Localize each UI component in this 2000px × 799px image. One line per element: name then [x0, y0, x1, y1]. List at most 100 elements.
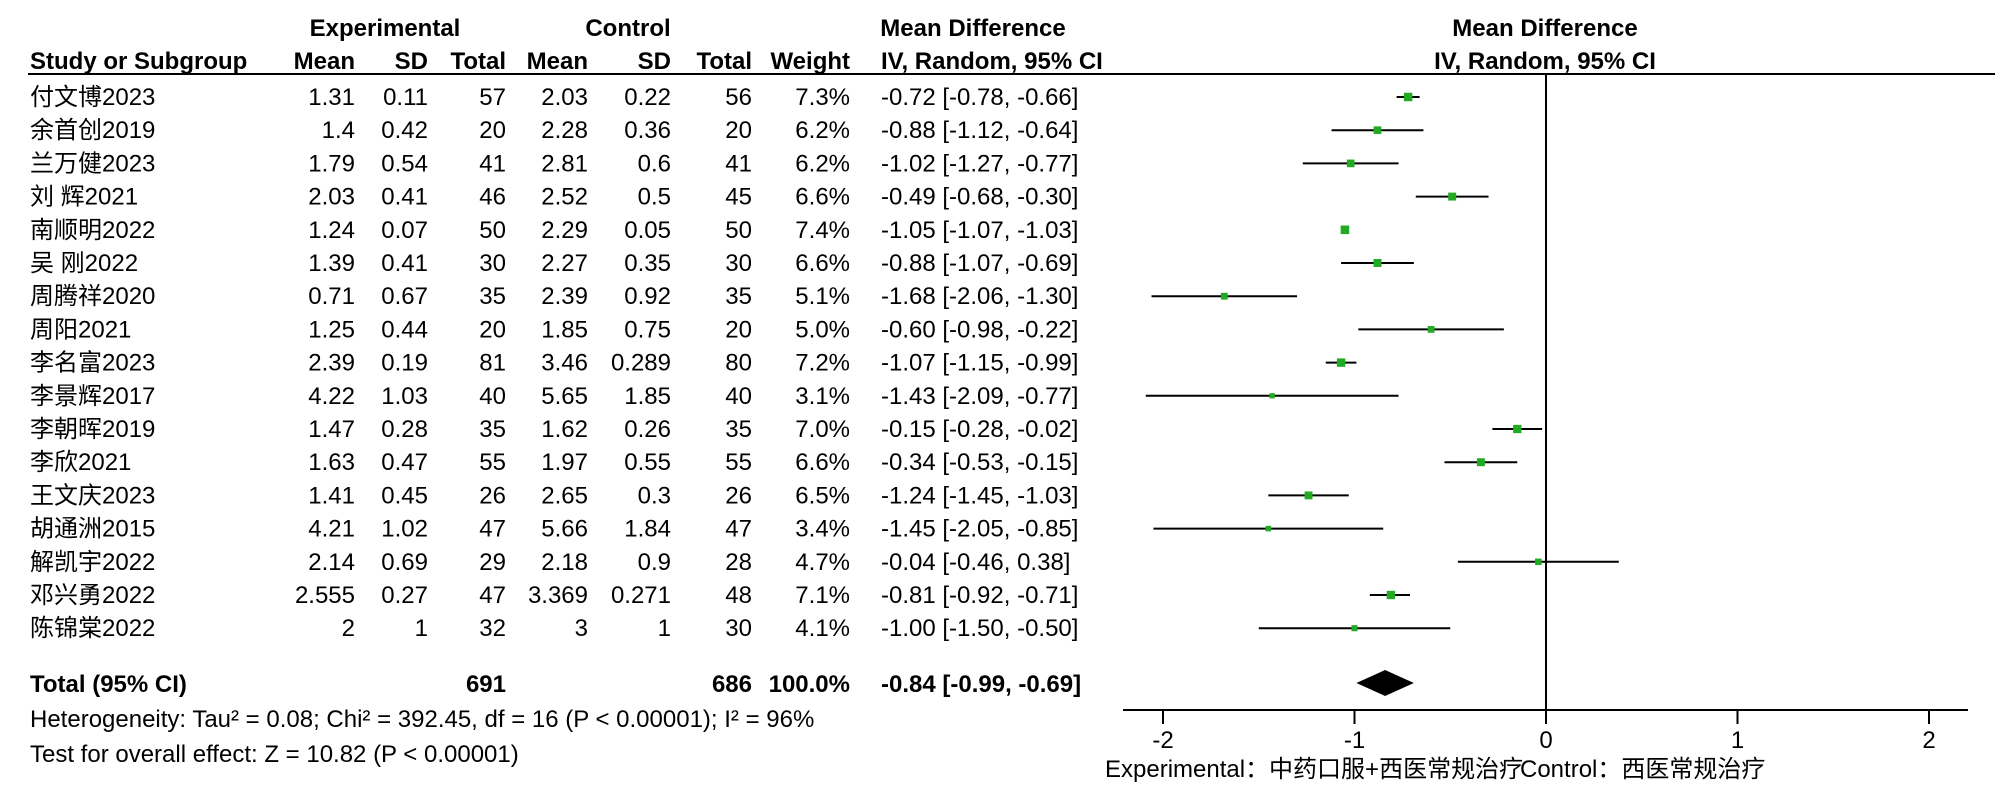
study-exp-sd: 0.54 — [381, 150, 428, 177]
study-weight: 7.3% — [795, 84, 850, 111]
study-ci: -1.43 [-2.09, -0.77] — [881, 383, 1078, 410]
study-weight: 4.1% — [795, 615, 850, 642]
study-ci: -0.04 [-0.46, 0.38] — [881, 549, 1070, 576]
study-exp-total: 40 — [479, 383, 506, 410]
study-exp-total: 26 — [479, 482, 506, 509]
study-exp-total: 20 — [479, 117, 506, 144]
study-exp-sd: 0.07 — [381, 217, 428, 244]
point-estimate — [1373, 126, 1382, 135]
study-weight: 6.6% — [795, 449, 850, 476]
study-exp-mean: 1.4 — [322, 117, 355, 144]
study-exp-sd: 0.27 — [381, 582, 428, 609]
point-estimate — [1476, 458, 1485, 467]
study-weight: 6.5% — [795, 482, 850, 509]
study-exp-mean: 1.24 — [308, 217, 355, 244]
study-weight: 6.6% — [795, 184, 850, 211]
study-exp-total: 46 — [479, 184, 506, 211]
study-exp-total: 30 — [479, 250, 506, 277]
study-ci: -1.07 [-1.15, -0.99] — [881, 350, 1078, 377]
study-ctl-total: 20 — [725, 316, 752, 343]
study-ctl-mean: 2.39 — [541, 283, 588, 310]
study-ci: -0.81 [-0.92, -0.71] — [881, 582, 1078, 609]
study-ctl-sd: 0.55 — [624, 449, 671, 476]
study-ctl-mean: 2.28 — [541, 117, 588, 144]
study-ctl-mean: 3.369 — [528, 582, 588, 609]
header-exp-mean: Mean — [294, 48, 355, 75]
study-weight: 3.1% — [795, 383, 850, 410]
study-name: 李朝晖2019 — [30, 416, 155, 443]
study-exp-sd: 0.28 — [381, 416, 428, 443]
study-exp-mean: 1.47 — [308, 416, 355, 443]
study-weight: 6.6% — [795, 250, 850, 277]
study-ctl-mean: 1.85 — [541, 316, 588, 343]
study-ctl-total: 35 — [725, 416, 752, 443]
header-mean-difference-table: Mean Difference — [880, 15, 1065, 42]
plot-area: -2 -1 0 1 2 — [1123, 74, 1968, 754]
study-ctl-sd: 0.271 — [611, 582, 671, 609]
point-estimate — [1340, 225, 1350, 235]
header-exp-sd: SD — [395, 48, 428, 75]
study-ctl-total: 30 — [725, 615, 752, 642]
study-exp-mean: 2.14 — [308, 549, 355, 576]
point-estimate — [1448, 192, 1457, 201]
point-estimate — [1304, 491, 1313, 500]
study-exp-sd: 1 — [415, 615, 428, 642]
study-exp-total: 50 — [479, 217, 506, 244]
x-tick-label: 0 — [1539, 727, 1552, 754]
study-ci: -1.02 [-1.27, -0.77] — [881, 150, 1078, 177]
study-ctl-mean: 2.03 — [541, 84, 588, 111]
study-ctl-total: 50 — [725, 217, 752, 244]
overall-effect-test: Test for overall effect: Z = 10.82 (P < … — [30, 741, 519, 768]
heterogeneity-stats: Heterogeneity: Tau² = 0.08; Chi² = 392.4… — [30, 706, 814, 733]
point-estimate — [1535, 558, 1542, 566]
header-ctl-sd: SD — [638, 48, 671, 75]
study-ctl-sd: 1.84 — [624, 516, 671, 543]
study-ctl-total: 45 — [725, 184, 752, 211]
study-exp-total: 32 — [479, 615, 506, 642]
study-ci: -0.72 [-0.78, -0.66] — [881, 84, 1078, 111]
study-ctl-mean: 2.52 — [541, 184, 588, 211]
total-label: Total (95% CI) — [30, 671, 187, 698]
study-weight: 6.2% — [795, 117, 850, 144]
study-ctl-sd: 0.22 — [624, 84, 671, 111]
study-exp-mean: 2.555 — [295, 582, 355, 609]
study-ctl-sd: 0.5 — [638, 184, 671, 211]
study-name: 吴 刚2022 — [30, 250, 138, 277]
point-estimate — [1513, 424, 1522, 434]
header-mean-difference-plot: Mean Difference — [1452, 15, 1637, 42]
study-exp-mean: 2.03 — [308, 184, 355, 211]
study-name: 王文庆2023 — [30, 482, 155, 509]
study-name: 李欣2021 — [30, 449, 131, 476]
study-exp-sd: 0.41 — [381, 250, 428, 277]
study-exp-sd: 0.45 — [381, 482, 428, 509]
study-ci: -0.34 [-0.53, -0.15] — [881, 449, 1078, 476]
study-exp-total: 81 — [479, 350, 506, 377]
study-ctl-mean: 2.27 — [541, 250, 588, 277]
study-name: 周腾祥2020 — [30, 283, 155, 310]
study-exp-total: 41 — [479, 150, 506, 177]
study-ctl-mean: 2.65 — [541, 482, 588, 509]
study-ctl-mean: 3.46 — [541, 350, 588, 377]
study-exp-mean: 1.25 — [308, 316, 355, 343]
study-exp-total: 47 — [479, 582, 506, 609]
study-exp-sd: 0.67 — [381, 283, 428, 310]
study-weight: 7.0% — [795, 416, 850, 443]
study-ci: -1.24 [-1.45, -1.03] — [881, 482, 1078, 509]
study-ctl-total: 40 — [725, 383, 752, 410]
study-ctl-total: 80 — [725, 350, 752, 377]
study-weight: 5.1% — [795, 283, 850, 310]
study-ctl-total: 41 — [725, 150, 752, 177]
study-ctl-mean: 5.65 — [541, 383, 588, 410]
header-control: Control — [585, 15, 670, 42]
header-weight: Weight — [770, 48, 850, 75]
study-ci: -0.15 [-0.28, -0.02] — [881, 416, 1078, 443]
study-exp-sd: 0.69 — [381, 549, 428, 576]
study-name: 李名富2023 — [30, 350, 155, 377]
point-estimate — [1373, 259, 1382, 267]
study-exp-total: 35 — [479, 416, 506, 443]
header-ctl-mean: Mean — [527, 48, 588, 75]
study-exp-mean: 2.39 — [308, 350, 355, 377]
study-ctl-sd: 0.75 — [624, 316, 671, 343]
study-exp-total: 47 — [479, 516, 506, 543]
study-ctl-total: 20 — [725, 117, 752, 144]
